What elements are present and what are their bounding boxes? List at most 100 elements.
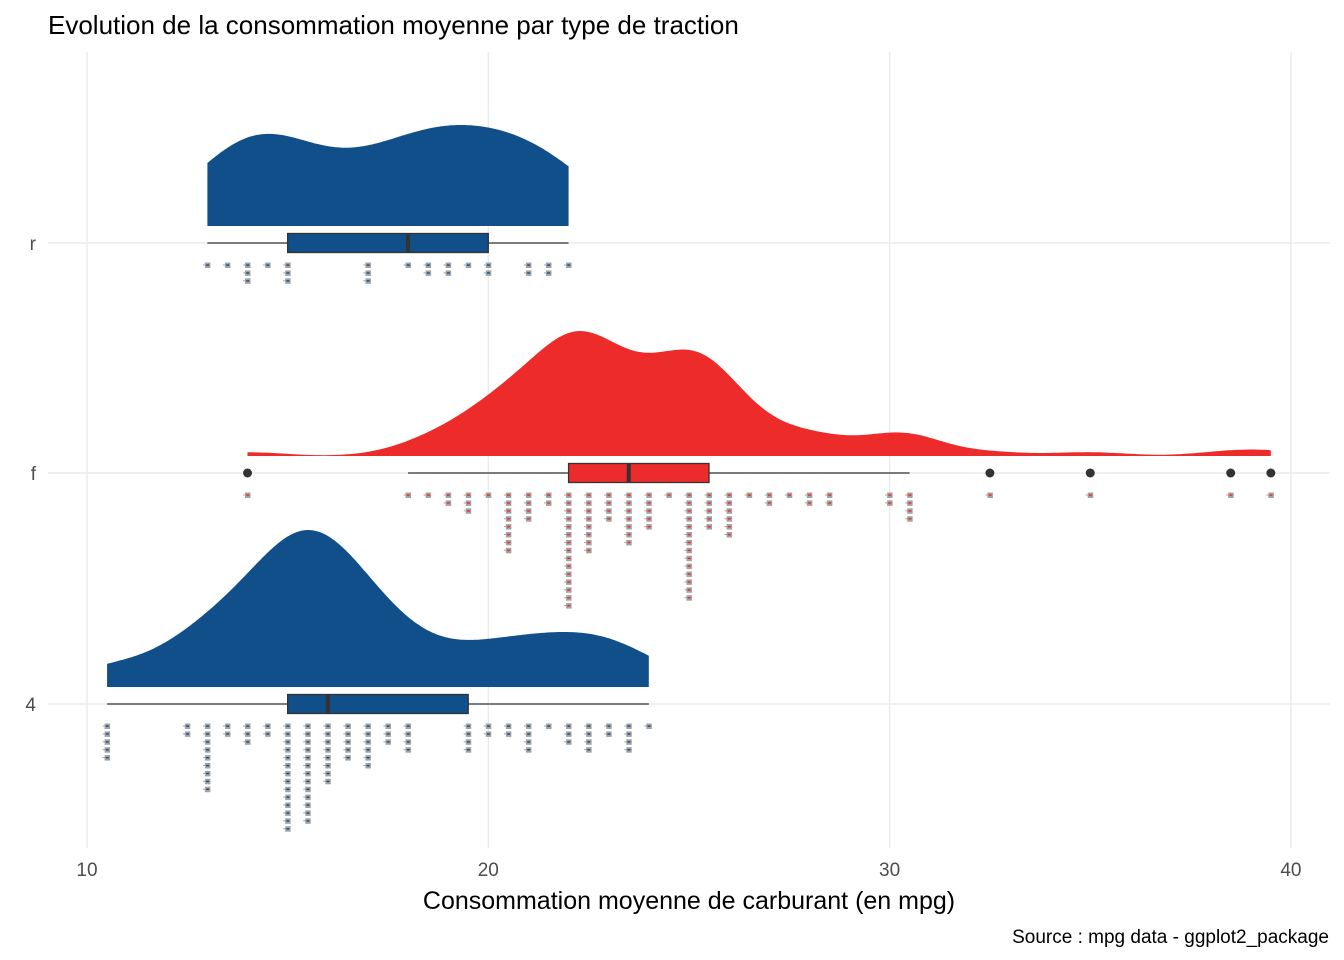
dot-mark xyxy=(466,741,470,743)
dot-point xyxy=(283,763,291,769)
dot-mark xyxy=(547,494,551,496)
x-tick-label: 20 xyxy=(478,860,499,881)
dot-mark xyxy=(306,788,310,790)
dot-point xyxy=(704,524,713,530)
dot-mark xyxy=(446,264,450,266)
dot-point xyxy=(323,731,331,737)
dot-mark xyxy=(306,741,310,743)
dot-mark xyxy=(206,725,210,727)
dot-mark xyxy=(567,557,571,559)
dot-mark xyxy=(547,725,551,727)
dot-point xyxy=(303,786,311,793)
dot-mark xyxy=(286,796,290,798)
dot-point xyxy=(724,516,733,522)
dot-point xyxy=(222,731,231,737)
dot-mark xyxy=(687,494,691,496)
dot-point xyxy=(303,810,311,816)
dot-point xyxy=(744,492,753,498)
dot-point xyxy=(463,508,472,514)
dot-mark xyxy=(306,764,310,767)
dot-point xyxy=(985,492,993,498)
dot-point xyxy=(584,547,592,554)
dot-mark xyxy=(587,733,591,735)
dot-mark xyxy=(908,494,912,496)
caption: Source : mpg data - ggplot2_package xyxy=(1012,927,1329,948)
dot-mark xyxy=(707,510,711,512)
dot-point xyxy=(584,731,592,737)
dot-mark xyxy=(527,749,531,751)
dot-point xyxy=(423,492,432,498)
dot-point xyxy=(283,810,291,816)
dot-mark xyxy=(286,749,290,751)
dot-point xyxy=(383,723,391,729)
box-4 xyxy=(286,693,469,715)
dot-mark xyxy=(226,733,230,735)
dot-mark xyxy=(567,733,571,735)
dot-mark xyxy=(767,502,771,504)
dot-point xyxy=(503,516,512,522)
dot-mark xyxy=(286,264,290,266)
dot-mark xyxy=(587,510,591,512)
dot-mark xyxy=(105,741,109,743)
dot-point xyxy=(363,747,371,753)
dot-mark xyxy=(828,502,832,504)
dot-mark xyxy=(567,573,571,575)
dot-mark xyxy=(1088,494,1092,496)
dot-mark xyxy=(507,526,511,528)
dot-mark xyxy=(507,510,511,512)
dot-point xyxy=(624,747,632,753)
dot-point xyxy=(283,755,291,761)
y-tick-label: 4 xyxy=(25,695,36,716)
dot-point xyxy=(543,492,552,498)
dot-point xyxy=(1266,492,1274,498)
dot-point xyxy=(303,755,311,761)
dot-point xyxy=(283,739,291,745)
dot-point xyxy=(303,739,311,745)
dot-point xyxy=(584,524,592,530)
dot-mark xyxy=(366,280,370,282)
dot-point xyxy=(804,500,813,506)
dot-point xyxy=(283,747,291,753)
dot-mark xyxy=(105,733,109,735)
dot-point xyxy=(624,723,632,729)
dot-mark xyxy=(306,757,310,759)
x-tick-label: 40 xyxy=(1280,860,1301,881)
dot-mark xyxy=(226,264,230,266)
dot-mark xyxy=(366,264,370,266)
dot-mark xyxy=(567,518,571,520)
dot-mark xyxy=(206,788,210,790)
dot-mark xyxy=(888,494,892,496)
dot-point xyxy=(343,755,351,761)
dot-point xyxy=(885,500,893,506)
dot-mark xyxy=(687,526,691,528)
dot-point xyxy=(523,270,532,276)
dot-mark xyxy=(527,741,531,743)
dot-point xyxy=(283,802,291,808)
dot-mark xyxy=(687,581,691,583)
dot-point xyxy=(644,723,652,729)
dot-mark xyxy=(507,502,511,504)
dot-mark xyxy=(627,502,631,504)
dot-point xyxy=(463,262,472,268)
dot-mark xyxy=(366,757,370,759)
dot-point xyxy=(543,500,552,506)
dot-mark xyxy=(627,741,631,743)
dot-point xyxy=(584,500,592,506)
dot-point xyxy=(644,516,652,522)
dot-mark xyxy=(727,510,731,512)
dot-point xyxy=(403,731,412,737)
density-4 xyxy=(107,530,649,687)
dot-mark xyxy=(366,741,370,743)
dot-point xyxy=(343,747,351,753)
dot-point xyxy=(724,492,733,498)
dot-point xyxy=(523,508,532,514)
dot-point xyxy=(463,500,472,506)
outlier-point xyxy=(985,468,995,478)
dot-point xyxy=(684,516,692,522)
dot-mark xyxy=(326,733,330,735)
outlier-point xyxy=(1085,468,1095,478)
dot-point xyxy=(564,508,572,514)
dot-mark xyxy=(527,725,531,727)
dot-point xyxy=(243,739,251,745)
dot-point xyxy=(724,532,733,538)
